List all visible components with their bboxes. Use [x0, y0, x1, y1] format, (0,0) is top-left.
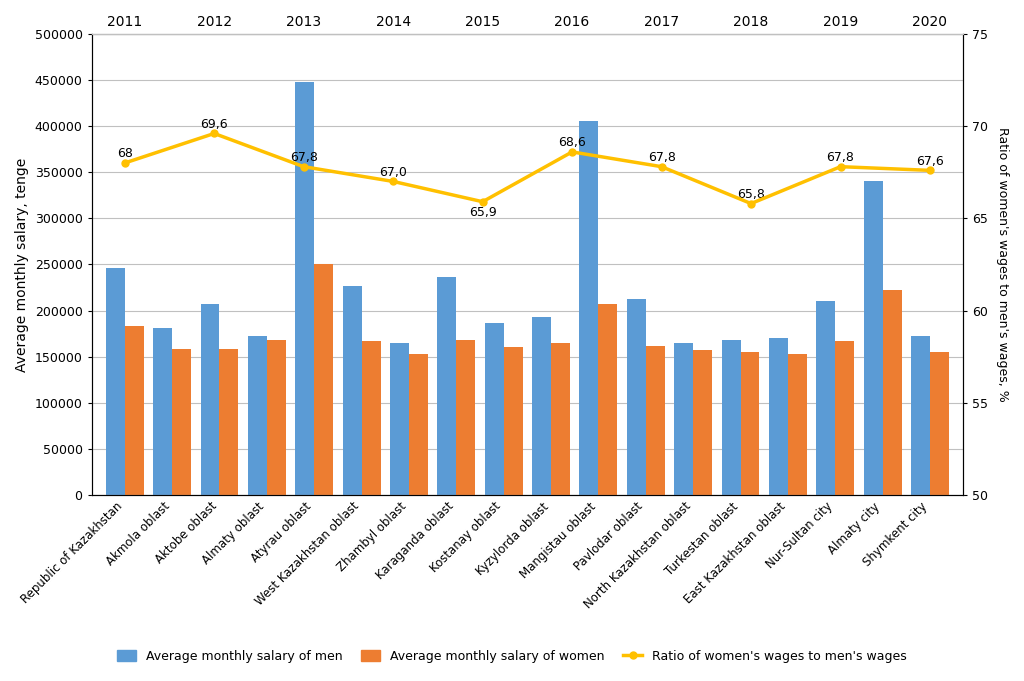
Bar	[484, 323, 504, 495]
Bar	[409, 354, 428, 495]
Bar	[172, 349, 191, 495]
Bar	[787, 354, 807, 495]
Bar	[551, 343, 570, 495]
Bar	[343, 285, 361, 495]
Bar	[836, 341, 854, 495]
Bar	[248, 336, 267, 495]
Bar	[580, 121, 598, 495]
Bar	[646, 345, 665, 495]
Bar	[740, 352, 760, 495]
Bar	[219, 349, 239, 495]
Bar	[125, 326, 143, 495]
Text: 67,6: 67,6	[916, 155, 944, 168]
Bar	[863, 181, 883, 495]
Text: 65,9: 65,9	[469, 206, 497, 219]
Text: 67,8: 67,8	[826, 151, 854, 164]
Bar	[930, 352, 949, 495]
Text: 68,6: 68,6	[558, 136, 586, 149]
Bar	[674, 343, 693, 495]
Bar	[201, 304, 219, 495]
Text: 65,8: 65,8	[737, 188, 765, 201]
Bar	[816, 301, 836, 495]
Text: 67,0: 67,0	[379, 165, 408, 178]
Bar	[722, 340, 740, 495]
Bar	[598, 304, 617, 495]
Bar	[154, 328, 172, 495]
Bar	[295, 82, 314, 495]
Y-axis label: Ratio of women's wages to men's wages, %: Ratio of women's wages to men's wages, %	[996, 127, 1009, 402]
Bar	[504, 347, 522, 495]
Y-axis label: Average monthly salary, tenge: Average monthly salary, tenge	[15, 157, 29, 372]
Bar	[693, 350, 712, 495]
Legend: Average monthly salary of men, Average monthly salary of women, Ratio of women's: Average monthly salary of men, Average m…	[113, 645, 911, 668]
Bar	[911, 336, 930, 495]
Bar	[532, 317, 551, 495]
Bar	[883, 290, 901, 495]
Bar	[314, 264, 333, 495]
Bar	[390, 343, 409, 495]
Bar	[361, 341, 381, 495]
Text: 67,8: 67,8	[290, 151, 317, 164]
Bar	[105, 268, 125, 495]
Bar	[267, 340, 286, 495]
Text: 69,6: 69,6	[201, 118, 228, 131]
Bar	[437, 277, 457, 495]
Bar	[769, 338, 787, 495]
Text: 68: 68	[117, 147, 133, 160]
Text: 67,8: 67,8	[647, 151, 676, 164]
Bar	[627, 300, 646, 495]
Bar	[457, 340, 475, 495]
